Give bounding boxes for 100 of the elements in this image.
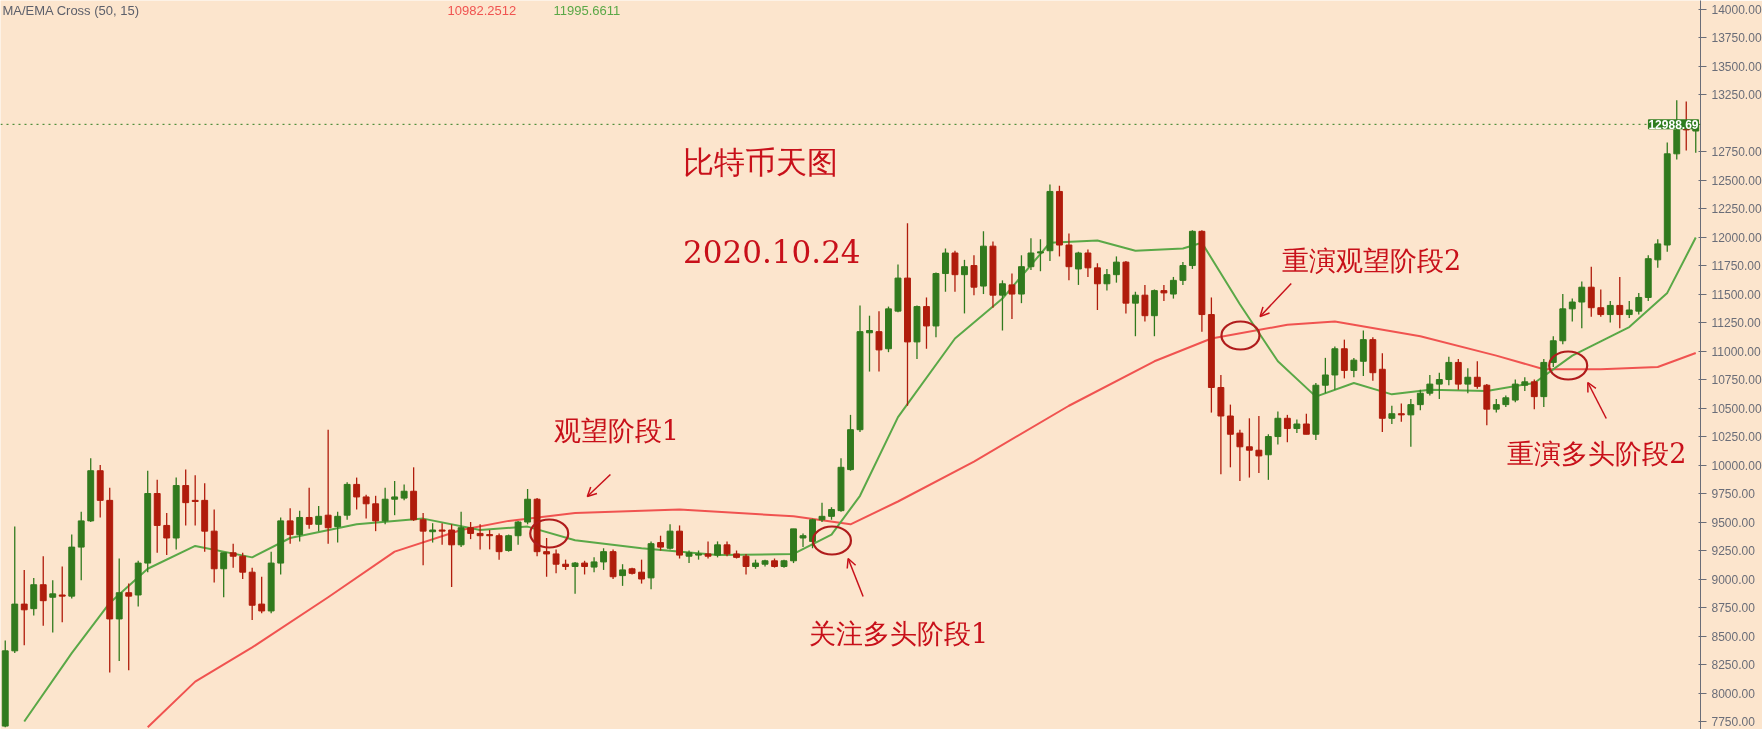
candlestick [1568,297,1576,323]
candlestick [1236,429,1244,482]
candlestick [1065,232,1073,282]
annotation: 10982.2512 [447,3,517,18]
candlestick [1141,284,1149,323]
annotation: 11995.6611 [553,3,621,18]
annotation: 重演观望阶段2 [1282,245,1462,276]
candlestick [999,279,1006,332]
candlestick [20,569,28,646]
candlestick [315,505,323,532]
annotation: 关注多头阶段1 [808,618,989,649]
y-tick-label: 14000.00 [1711,2,1762,17]
candlestick [866,315,873,373]
candlestick [163,512,171,556]
candlestick [476,523,484,551]
candlestick [666,523,674,551]
candlestick [125,582,133,671]
candlestick [1037,238,1044,272]
candlestick [353,476,361,511]
candlestick [429,522,437,544]
annotation: 重演多头阶段2 [1507,438,1687,469]
candlestick [220,552,228,598]
candlestick [1616,276,1624,329]
candlestick [372,495,380,532]
candlestick [1008,272,1016,320]
y-tick-label: 11000.00 [1711,344,1761,359]
candlestick [676,524,683,560]
y-tick-label: 10500.00 [1711,401,1762,416]
candlestick [49,579,57,634]
candlestick [457,511,465,548]
candlestick [1635,292,1643,316]
candlestick [1226,403,1234,468]
candlestick [571,561,579,595]
candlestick [1112,255,1120,284]
candlestick [1416,389,1424,411]
y-tick-label: 9250.00 [1711,544,1756,559]
candlestick [182,468,190,527]
candlestick [391,480,399,516]
candlestick [970,254,978,296]
annotation: MA/EMA Cross (50, 15) [2,3,140,18]
candlestick [1606,300,1614,324]
candlestick [1654,238,1662,269]
ref-line-label: 12988.69 [1648,117,1699,132]
candlestick [1407,398,1415,448]
y-tick-label: 8500.00 [1711,629,1756,644]
candlestick [286,507,294,545]
y-tick-label: 10000.00 [1711,458,1762,473]
candlestick [1131,291,1139,337]
candlestick [1245,417,1253,479]
candlestick [1321,357,1329,394]
y-tick-label: 8000.00 [1711,686,1756,701]
candlestick [638,559,646,585]
candlestick [324,429,332,545]
line-series [146,320,1697,729]
candlestick [742,553,750,576]
candlestick [1530,378,1538,410]
candlestick [334,511,342,544]
candlestick [362,494,370,520]
y-tick-label: 11500.00 [1711,287,1761,302]
candlestick [923,296,930,350]
y-tick-label: 8250.00 [1711,658,1756,673]
candlestick [619,563,627,587]
y-tick-label: 11250.00 [1711,316,1761,331]
candlestick [229,543,237,569]
y-tick-label: 13250.00 [1711,88,1762,103]
candlestick [1179,261,1187,286]
candlestick [1426,374,1434,397]
candlestick [1435,372,1443,400]
candlestick [1511,378,1519,403]
y-tick-label: 12750.00 [1711,145,1762,160]
candlestick [1454,358,1462,391]
y-tick-label: 12500.00 [1711,173,1762,188]
y-tick-label: 12000.00 [1711,230,1762,245]
y-tick-label: 10750.00 [1711,373,1762,388]
candlestick [942,247,949,293]
candlestick [1302,413,1310,435]
candlestick [704,540,712,560]
y-tick-label: 7750.00 [1711,715,1756,729]
candlestick [1578,280,1586,329]
candlestick [296,509,304,543]
candlestick [1464,367,1472,394]
annotation: 2020.10.24 [683,234,861,270]
candlestick [1169,276,1177,300]
y-tick-label: 9750.00 [1711,487,1756,502]
candlestick [39,555,47,627]
candlestick [1160,284,1168,302]
candlestick [961,259,968,315]
y-tick-label: 13750.00 [1711,31,1762,46]
candlestick [1093,262,1101,311]
candlestick [1264,433,1272,481]
text: 比特币天图 [683,143,839,180]
candlestick [419,512,427,566]
candlestick [524,488,532,525]
candlestick [305,487,313,530]
candlestick [1074,251,1082,286]
candlestick [258,576,266,614]
y-tick-label: 10250.00 [1711,430,1762,445]
candlestick [1274,410,1282,446]
candlestick [1350,357,1358,378]
y-tick-label: 8750.00 [1711,601,1756,616]
